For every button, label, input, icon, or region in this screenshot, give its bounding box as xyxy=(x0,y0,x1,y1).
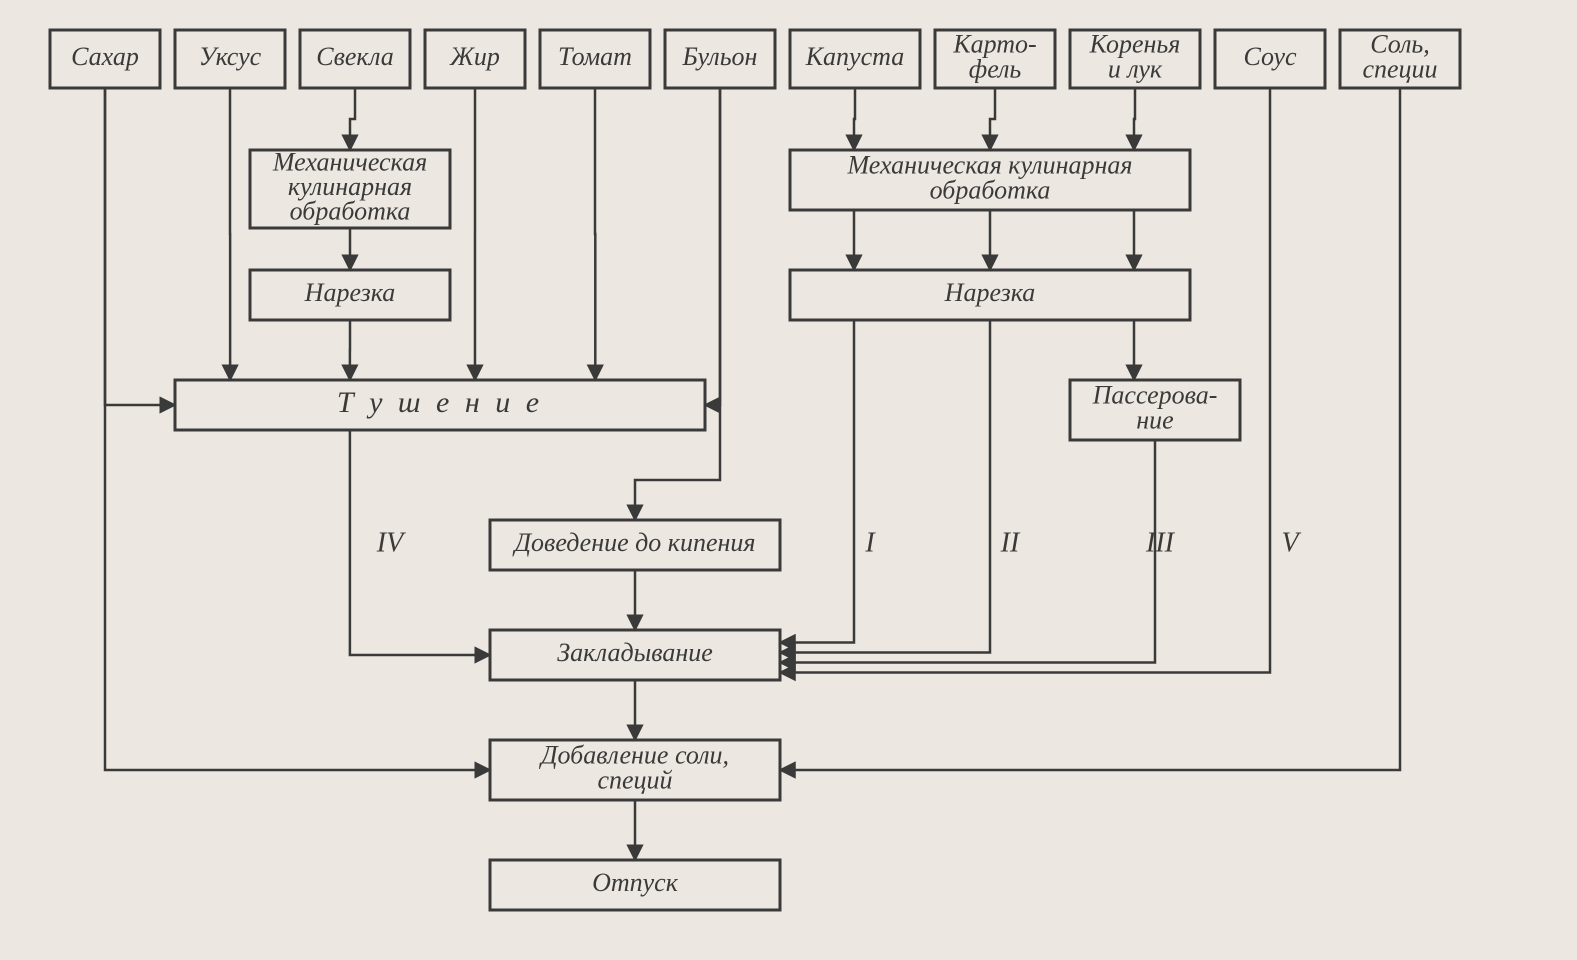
node-svekla: Свекла xyxy=(300,30,410,88)
edge xyxy=(990,88,995,150)
edge xyxy=(780,320,854,643)
edge xyxy=(780,440,1155,663)
node-label: Капуста xyxy=(805,42,904,71)
node-label: обработка xyxy=(930,175,1051,204)
node-otpusk: Отпуск xyxy=(490,860,780,910)
node-korenya: Кореньяи лук xyxy=(1070,30,1200,88)
edge xyxy=(780,320,990,653)
node-label: фель xyxy=(969,54,1022,83)
node-bulon: Бульон xyxy=(665,30,775,88)
node-sol: Соль,специи xyxy=(1340,30,1460,88)
edge xyxy=(854,88,855,150)
node-sous: Соус xyxy=(1215,30,1325,88)
node-label: Бульон xyxy=(682,42,758,71)
node-label: Свекла xyxy=(316,42,394,71)
node-tushenie: Т у ш е н и е xyxy=(175,380,705,430)
node-label: и лук xyxy=(1108,54,1163,83)
node-label: Отпуск xyxy=(592,868,679,897)
node-label: ние xyxy=(1136,405,1173,434)
node-uksus: Уксус xyxy=(175,30,285,88)
node-label: Уксус xyxy=(199,42,262,71)
node-label: обработка xyxy=(290,197,411,226)
flowchart-canvas: Сахар Уксус Свекла Жир Томат Бульон Капуста Кар… xyxy=(0,0,1577,960)
node-dovedenie: Доведение до кипения xyxy=(490,520,780,570)
node-label: специи xyxy=(1362,54,1437,83)
node-kapusta: Капуста xyxy=(790,30,920,88)
node-zhir: Жир xyxy=(425,30,525,88)
edge xyxy=(635,88,720,520)
node-passer: Пассерова-ние xyxy=(1070,380,1240,440)
edge xyxy=(780,88,1400,770)
node-label: Сахар xyxy=(71,42,139,71)
node-label: специй xyxy=(597,765,672,794)
node-label: Соус xyxy=(1243,42,1297,71)
edge xyxy=(350,430,490,655)
node-mech1: Механическаякулинарнаяобработка xyxy=(250,147,450,228)
edge xyxy=(350,88,355,150)
node-narezka1: Нарезка xyxy=(250,270,450,320)
roman-label: II xyxy=(1000,527,1021,558)
node-narezka2: Нарезка xyxy=(790,270,1190,320)
roman-label: IV xyxy=(376,527,406,558)
edge xyxy=(705,88,720,405)
edge xyxy=(105,88,175,405)
node-label: Закладывание xyxy=(557,638,713,667)
node-kartofel: Карто-фель xyxy=(935,30,1055,88)
node-label: Т у ш е н и е xyxy=(337,386,543,419)
node-label: Доведение до кипения xyxy=(511,528,755,557)
edge xyxy=(1134,88,1135,150)
node-mech2: Механическая кулинарнаяобработка xyxy=(790,150,1190,210)
node-dobavl: Добавление соли,специй xyxy=(490,740,780,800)
node-sahar: Сахар xyxy=(50,30,160,88)
node-label: Томат xyxy=(558,42,632,71)
roman-label: V xyxy=(1281,527,1301,558)
node-label: Нарезка xyxy=(944,278,1036,307)
roman-label: I xyxy=(864,527,876,558)
node-label: Нарезка xyxy=(304,278,396,307)
node-tomat: Томат xyxy=(540,30,650,88)
roman-label: III xyxy=(1145,527,1176,558)
node-label: Жир xyxy=(449,42,500,71)
node-zaklad: Закладывание xyxy=(490,630,780,680)
